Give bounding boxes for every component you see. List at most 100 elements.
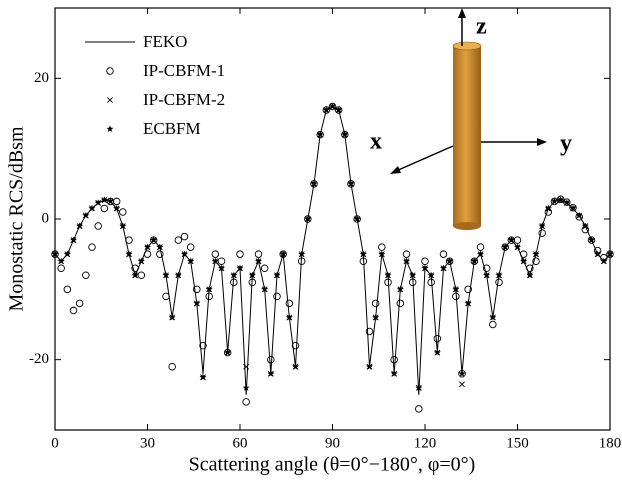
data-point	[248, 278, 257, 287]
data-point	[310, 180, 318, 187]
data-point	[298, 250, 306, 258]
data-point	[279, 250, 287, 258]
data-point	[193, 285, 201, 294]
data-point	[421, 264, 429, 272]
data-point	[538, 229, 546, 237]
data-point	[143, 250, 152, 258]
data-point	[464, 299, 472, 307]
data-point	[112, 197, 121, 206]
arrowhead	[390, 166, 401, 174]
data-point	[285, 299, 294, 308]
data-point	[248, 271, 256, 279]
data-point	[409, 271, 417, 279]
legend-swatch	[106, 125, 114, 132]
data-point	[193, 299, 201, 307]
data-point	[489, 320, 497, 329]
data-point	[390, 370, 398, 377]
data-point	[600, 257, 608, 265]
legend-swatch	[106, 67, 114, 75]
data-point	[242, 384, 250, 391]
cylinder	[453, 46, 481, 226]
data-point	[575, 211, 583, 219]
data-point	[390, 355, 398, 364]
data-point	[137, 257, 145, 265]
data-point	[236, 264, 244, 272]
data-point	[88, 204, 96, 212]
axis-letter: x	[370, 129, 382, 155]
data-point	[489, 313, 497, 321]
data-point	[322, 106, 330, 113]
data-point	[242, 398, 250, 406]
data-point	[211, 257, 219, 265]
data-point	[427, 271, 435, 279]
data-point	[353, 215, 361, 222]
data-point	[63, 250, 71, 258]
data-point	[199, 341, 207, 350]
data-point	[125, 236, 133, 244]
data-point	[396, 285, 404, 293]
data-point	[94, 199, 102, 206]
data-point	[291, 341, 300, 350]
data-point	[217, 257, 226, 265]
data-point	[205, 292, 213, 301]
data-point	[557, 196, 565, 203]
data-point	[415, 384, 423, 391]
data-point	[365, 327, 374, 336]
data-point	[477, 250, 484, 258]
arrowhead	[458, 8, 466, 18]
data-point	[236, 250, 244, 258]
data-point	[569, 203, 577, 212]
data-point	[199, 373, 207, 381]
data-point	[476, 243, 485, 251]
data-point	[384, 278, 392, 287]
data-point	[205, 285, 213, 293]
axis-letter: z	[476, 14, 487, 40]
data-point	[433, 334, 442, 343]
series-line	[54, 105, 611, 395]
data-point	[224, 349, 232, 356]
data-point	[125, 250, 133, 258]
data-point	[544, 204, 552, 212]
y-tick-label: 0	[42, 210, 50, 226]
data-point	[174, 271, 182, 279]
data-point	[51, 250, 59, 258]
data-point	[606, 250, 614, 258]
data-point	[483, 271, 491, 279]
data-point	[113, 204, 121, 212]
data-point	[131, 264, 139, 272]
data-point	[174, 236, 183, 244]
data-point	[458, 370, 466, 377]
data-point	[446, 257, 454, 265]
x-axis-arrow	[395, 145, 454, 172]
data-point	[341, 131, 349, 138]
data-point	[156, 243, 164, 250]
data-point	[440, 264, 447, 272]
legend-label: FEKO	[143, 32, 187, 51]
data-point	[162, 292, 170, 301]
data-point	[563, 198, 571, 206]
legend-label: IP-CBFM-1	[143, 61, 225, 80]
data-point	[82, 271, 90, 280]
data-point	[569, 204, 577, 212]
data-point	[563, 199, 571, 206]
data-point	[507, 236, 515, 243]
data-point	[347, 180, 355, 187]
data-point	[359, 257, 368, 265]
data-point	[495, 271, 503, 279]
x-tick-label: 60	[233, 435, 248, 451]
legend-swatch	[107, 97, 113, 103]
data-point	[168, 313, 176, 321]
x-tick-label: 0	[51, 435, 59, 451]
data-point	[501, 243, 509, 250]
data-point	[452, 285, 460, 293]
data-point	[588, 236, 595, 243]
data-point	[119, 222, 127, 229]
cylinder-top	[452, 41, 482, 51]
data-point	[396, 299, 405, 308]
data-point	[359, 250, 367, 258]
legend-label: ECBFM	[143, 119, 201, 138]
data-point	[186, 243, 195, 251]
data-point	[464, 285, 472, 294]
